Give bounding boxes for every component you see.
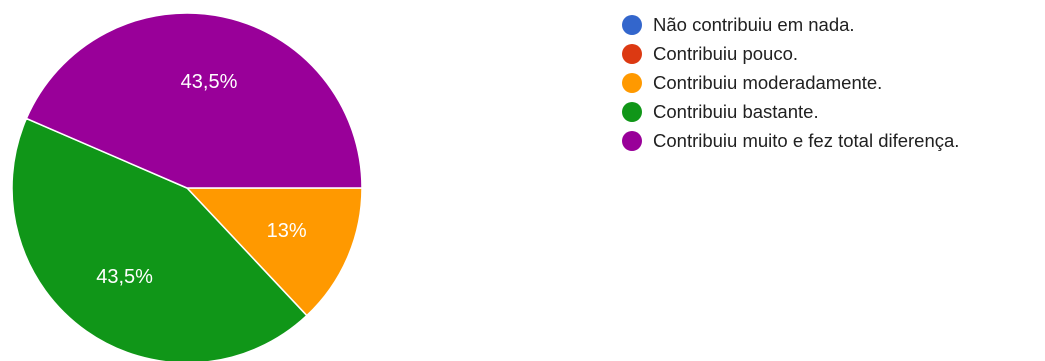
legend-swatch-contribuiu-moderadamente bbox=[622, 72, 642, 93]
legend-label-contribuiu-muito: Contribuiu muito e fez total diferença. bbox=[653, 129, 960, 151]
legend-label-contribuiu-bastante: Contribuiu bastante. bbox=[653, 100, 819, 122]
chart-legend: Não contribuiu em nada. Contribuiu pouco… bbox=[622, 10, 959, 155]
legend-swatch-contribuiu-pouco bbox=[622, 43, 642, 64]
legend-swatch-contribuiu-bastante bbox=[622, 101, 642, 122]
pie-slice-label-3: 43,5% bbox=[96, 266, 153, 288]
legend-item-contribuiu-moderadamente[interactable]: Contribuiu moderadamente. bbox=[622, 68, 959, 97]
legend-label-nao-contribuiu: Não contribuiu em nada. bbox=[653, 13, 855, 35]
pie-slice-label-2: 13% bbox=[267, 220, 307, 242]
pie-labels: 13% 43,5% 43,5% bbox=[96, 71, 307, 288]
legend-item-contribuiu-pouco[interactable]: Contribuiu pouco. bbox=[622, 39, 959, 68]
pie-slice-label-4: 43,5% bbox=[181, 71, 238, 93]
legend-item-contribuiu-bastante[interactable]: Contribuiu bastante. bbox=[622, 97, 959, 126]
pie-chart: 13% 43,5% 43,5% bbox=[11, 12, 363, 361]
pie-slice-4[interactable] bbox=[25, 12, 363, 189]
legend-swatch-nao-contribuiu bbox=[622, 14, 642, 35]
pie-slice-3[interactable] bbox=[11, 117, 308, 361]
legend-swatch-contribuiu-muito bbox=[622, 130, 642, 151]
legend-item-contribuiu-muito[interactable]: Contribuiu muito e fez total diferença. bbox=[622, 126, 959, 155]
legend-item-nao-contribuiu[interactable]: Não contribuiu em nada. bbox=[622, 10, 959, 39]
legend-label-contribuiu-pouco: Contribuiu pouco. bbox=[653, 42, 799, 64]
legend-label-contribuiu-moderadamente: Contribuiu moderadamente. bbox=[653, 71, 883, 93]
pie-slice-2[interactable] bbox=[185, 187, 363, 317]
pie-slices bbox=[11, 12, 363, 361]
